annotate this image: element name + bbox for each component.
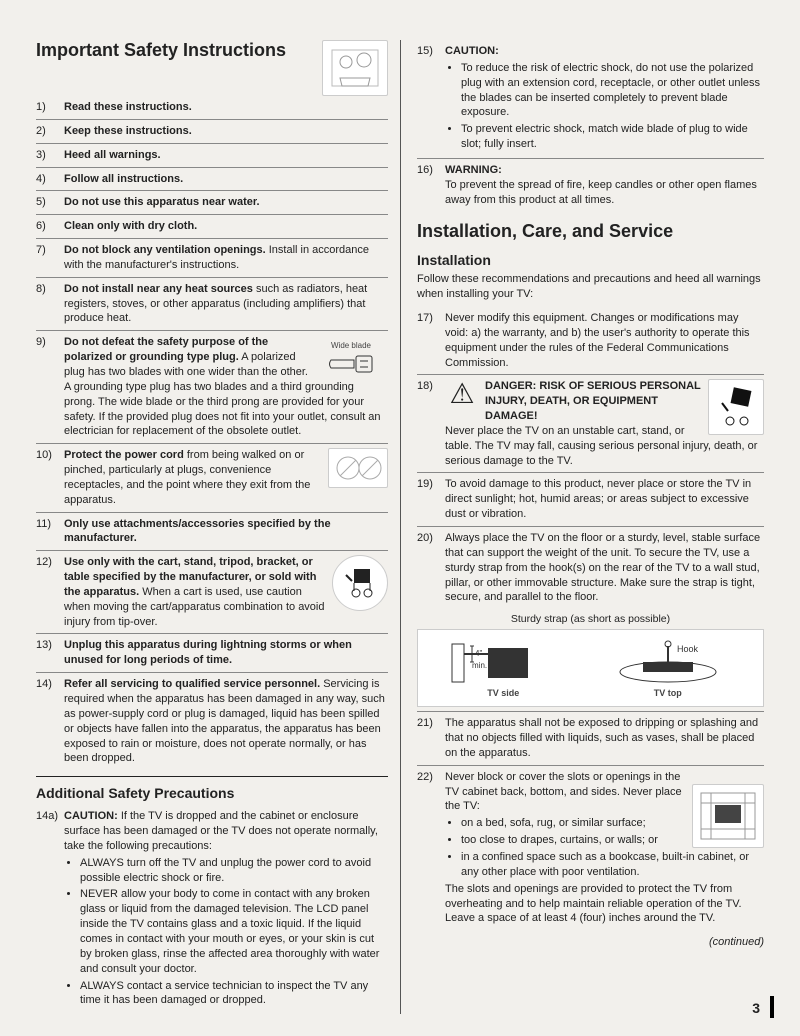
illustration-plug: Wide blade (314, 335, 388, 379)
item-14a: 14a) CAUTION: If the TV is dropped and t… (36, 805, 388, 1014)
page-edge-mark (770, 996, 774, 1018)
heading-additional: Additional Safety Precautions (36, 785, 388, 801)
item-18: 18) ⚠ DANGER: RISK OF SERIOUS PERSONAL I… (417, 375, 764, 473)
illustration-bookcase (692, 784, 764, 848)
illustration-cart (332, 555, 388, 611)
subheading-install: Installation (417, 252, 764, 268)
illustration-tipover (708, 379, 764, 435)
illustration-strap: Sturdy strap (as short as possible) 4" m… (417, 613, 764, 707)
svg-text:Hook: Hook (677, 644, 699, 654)
item-16: 16) WARNING:To prevent the spread of fir… (417, 159, 764, 212)
item-20: 20)Always place the TV on the floor or a… (417, 527, 764, 609)
continued-label: (continued) (417, 936, 764, 948)
right-column: 15) CAUTION: To reduce the risk of elect… (400, 40, 764, 1014)
left-column: Important Safety Instructions 1)Read the… (36, 40, 400, 1014)
item-22: 22) Never block or cover the slots or op… (417, 766, 764, 930)
illustration-reading (322, 40, 388, 96)
warning-triangle-icon: ⚠ (445, 379, 479, 409)
item-19: 19)To avoid damage to this product, neve… (417, 473, 764, 527)
svg-text:4": 4" (475, 649, 482, 658)
item-21: 21)The apparatus shall not be exposed to… (417, 711, 764, 766)
item-17: 17)Never modify this equipment. Changes … (417, 307, 764, 375)
svg-text:min.: min. (472, 661, 487, 670)
page-number: 3 (752, 1000, 760, 1016)
item-15: 15) CAUTION: To reduce the risk of elect… (417, 40, 764, 159)
illustration-cord (328, 448, 388, 488)
heading-install: Installation, Care, and Service (417, 221, 764, 242)
safety-list: 1)Read these instructions. 2)Keep these … (36, 96, 388, 770)
two-column-layout: Important Safety Instructions 1)Read the… (36, 40, 764, 1014)
